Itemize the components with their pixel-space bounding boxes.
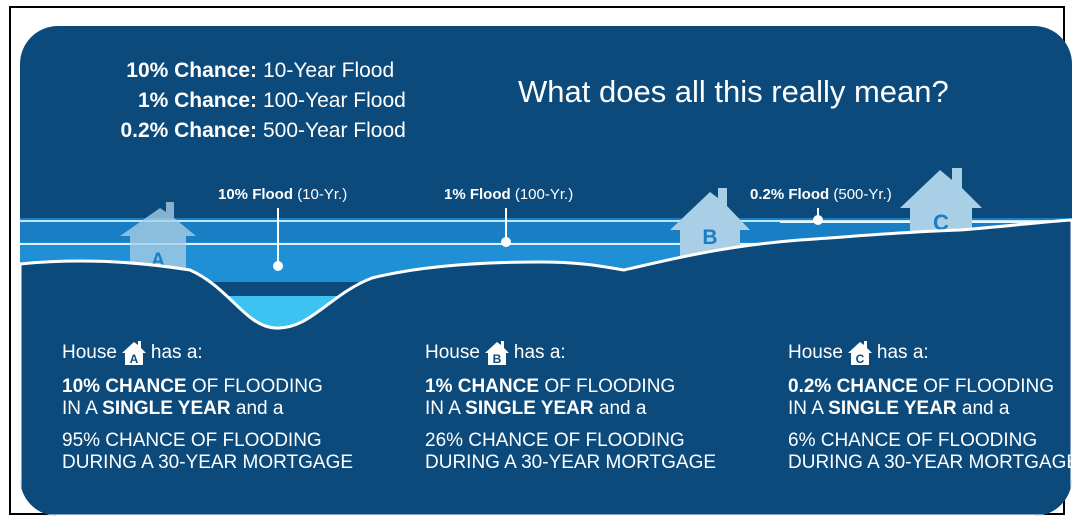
marker-500yr-dot bbox=[813, 215, 823, 225]
legend: 10% Chance: 10-Year Flood 1% Chance: 100-Y… bbox=[110, 56, 406, 146]
flood-label-name: 0.2% Flood bbox=[750, 186, 830, 203]
legend-flood: 500-Year Flood bbox=[263, 119, 406, 142]
flood-label-100yr: 1% Flood (100-Yr.) bbox=[444, 186, 573, 203]
mortgage-line1: 95% CHANCE OF FLOODING bbox=[62, 430, 322, 451]
single-year-bold: SINGLE YEAR bbox=[102, 398, 231, 419]
svg-text:A: A bbox=[130, 352, 139, 366]
house-suffix: has a: bbox=[150, 342, 203, 363]
chance-value: 1% CHANCE bbox=[425, 376, 540, 397]
house-b-badge-icon: B bbox=[484, 341, 509, 366]
legend-chance: 1% Chance: bbox=[137, 89, 257, 112]
chance-rest: OF FLOODING bbox=[923, 376, 1055, 397]
chance-value: 0.2% CHANCE bbox=[788, 376, 918, 397]
legend-flood: 100-Year Flood bbox=[263, 89, 406, 112]
legend-row: 1% Chance: 100-Year Flood bbox=[110, 86, 406, 116]
single-year-pre: IN A bbox=[62, 398, 97, 419]
legend-row: 0.2% Chance: 500-Year Flood bbox=[110, 116, 406, 146]
house-prefix: House bbox=[788, 342, 843, 363]
house-prefix: House bbox=[62, 342, 117, 363]
house-b-icon: B bbox=[670, 188, 750, 264]
mortgage-chance: 26% CHANCE OF FLOODING DURING A 30-YEAR … bbox=[425, 430, 716, 474]
flood-label-period: (100-Yr.) bbox=[514, 186, 574, 203]
svg-text:C: C bbox=[856, 352, 865, 366]
flood-label-10yr: 10% Flood (10-Yr.) bbox=[218, 186, 347, 203]
flood-label-period: (10-Yr.) bbox=[297, 186, 348, 203]
mortgage-line1: 6% CHANCE OF FLOODING bbox=[788, 430, 1038, 451]
house-c-badge-icon: C bbox=[847, 341, 872, 366]
single-year-pre: IN A bbox=[788, 398, 823, 419]
house-c-icon: C bbox=[900, 168, 982, 242]
legend-chance: 10% Chance: bbox=[126, 59, 257, 82]
svg-text:B: B bbox=[493, 352, 502, 366]
mortgage-chance: 6% CHANCE OF FLOODING DURING A 30-YEAR M… bbox=[788, 430, 1072, 474]
house-suffix: has a: bbox=[513, 342, 566, 363]
flood-label-500yr: 0.2% Flood (500-Yr.) bbox=[750, 186, 892, 203]
legend-row: 10% Chance: 10-Year Flood bbox=[110, 56, 406, 86]
house-suffix: has a: bbox=[876, 342, 929, 363]
flood-label-period: (500-Yr.) bbox=[833, 186, 892, 203]
single-year-bold: SINGLE YEAR bbox=[465, 398, 594, 419]
legend-flood: 10-Year Flood bbox=[263, 59, 395, 82]
chance-rest: OF FLOODING bbox=[191, 376, 323, 397]
svg-text:B: B bbox=[702, 226, 717, 249]
chance-value: 10% CHANCE bbox=[62, 376, 187, 397]
single-year-chance: 10% CHANCE OF FLOODING IN A SINGLE YEAR … bbox=[62, 376, 353, 420]
mortgage-line2: DURING A 30-YEAR MORTGAGE bbox=[788, 452, 1072, 473]
single-year-post: and a bbox=[961, 398, 1010, 419]
single-year-chance: 1% CHANCE OF FLOODING IN A SINGLE YEAR a… bbox=[425, 376, 716, 420]
marker-100yr-dot bbox=[501, 237, 511, 247]
mortgage-line2: DURING A 30-YEAR MORTGAGE bbox=[425, 452, 717, 473]
trough-water bbox=[190, 270, 372, 329]
single-year-post: and a bbox=[598, 398, 647, 419]
single-year-post: and a bbox=[235, 398, 284, 419]
flood-scene: A B C bbox=[20, 168, 1072, 516]
single-year-chance: 0.2% CHANCE OF FLOODING IN A SINGLE YEAR… bbox=[788, 376, 1072, 420]
marker-10yr-dot bbox=[273, 261, 283, 271]
chance-rest: OF FLOODING bbox=[544, 376, 676, 397]
house-a-badge-icon: A bbox=[121, 341, 146, 366]
mortgage-line1: 26% CHANCE OF FLOODING bbox=[425, 430, 685, 451]
flood-label-name: 1% Flood bbox=[444, 186, 511, 203]
flood-infographic: A B C 10% Chance: 10-Year Flood 1% Chance… bbox=[20, 26, 1072, 516]
mortgage-line2: DURING A 30-YEAR MORTGAGE bbox=[62, 452, 354, 473]
legend-chance: 0.2% Chance: bbox=[120, 119, 257, 142]
flood-label-name: 10% Flood bbox=[218, 186, 294, 203]
mortgage-chance: 95% CHANCE OF FLOODING DURING A 30-YEAR … bbox=[62, 430, 353, 474]
single-year-bold: SINGLE YEAR bbox=[828, 398, 957, 419]
single-year-pre: IN A bbox=[425, 398, 460, 419]
house-prefix: House bbox=[425, 342, 480, 363]
ground-profile bbox=[20, 218, 1072, 516]
headline-question: What does all this really mean? bbox=[518, 74, 949, 109]
svg-text:C: C bbox=[933, 210, 949, 235]
